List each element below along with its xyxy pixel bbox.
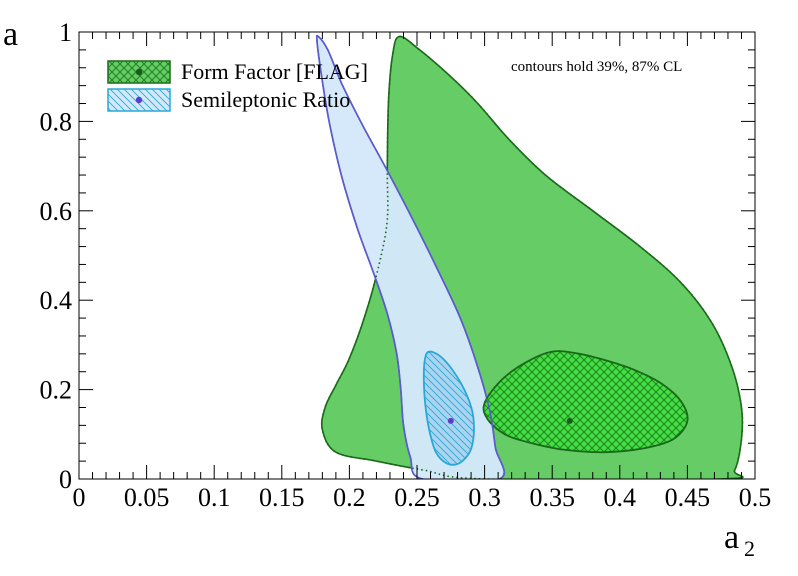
legend-label-form-factor: Form Factor [FLAG]	[181, 59, 368, 84]
x-tick-label: 0.5	[739, 483, 772, 512]
best-fit-form-factor	[566, 417, 573, 424]
x-tick-label: 0.1	[198, 483, 231, 512]
x-tick-label: 0.05	[124, 483, 170, 512]
y-tick-label: 0.4	[40, 286, 73, 315]
x-tick-labels: 0 0.05 0.1 0.15 0.2 0.25 0.3 0.35 0.4 0.45 0.5	[73, 483, 772, 512]
contour-semileptonic-87-line	[315, 34, 505, 479]
x-tick-label: 0.45	[665, 483, 711, 512]
x-axis-label: a	[724, 519, 739, 556]
x-tick-label: 0.25	[394, 483, 440, 512]
y-tick-label: 0	[59, 465, 72, 494]
x-tick-label: 0.4	[604, 483, 637, 512]
y-tick-label: 0.2	[40, 376, 73, 405]
legend-label-semileptonic: Semileptonic Ratio	[181, 87, 350, 112]
legend-marker-form-factor	[135, 68, 143, 76]
x-tick-label: 0	[73, 483, 86, 512]
y-tick-labels: 0 0.2 0.4 0.6 0.8 1	[40, 18, 73, 494]
legend: Form Factor [FLAG] Semileptonic Ratio	[107, 59, 368, 112]
best-fit-semileptonic	[447, 417, 454, 424]
cl-annotation: contours hold 39%, 87% CL	[511, 59, 682, 75]
y-axis-label: a	[3, 16, 18, 53]
contour-semileptonic-39	[422, 350, 475, 466]
legend-item-semileptonic: Semileptonic Ratio	[107, 87, 350, 112]
best-fit-points	[447, 417, 573, 424]
contour-form-factor-39-dotted	[482, 350, 689, 454]
x-tick-label: 0.3	[468, 483, 501, 512]
x-tick-label: 0.35	[529, 483, 575, 512]
contour-layer	[315, 34, 744, 479]
y-tick-label: 0.6	[40, 197, 73, 226]
x-axis-label-subscript: 2	[744, 536, 755, 561]
axis-ticks	[78, 31, 756, 480]
legend-item-form-factor: Form Factor [FLAG]	[107, 59, 368, 84]
x-tick-label: 0.15	[259, 483, 305, 512]
x-tick-label: 0.2	[333, 483, 366, 512]
y-tick-label: 0.8	[40, 107, 73, 136]
y-tick-label: 1	[59, 18, 72, 47]
legend-marker-semileptonic	[135, 96, 143, 104]
